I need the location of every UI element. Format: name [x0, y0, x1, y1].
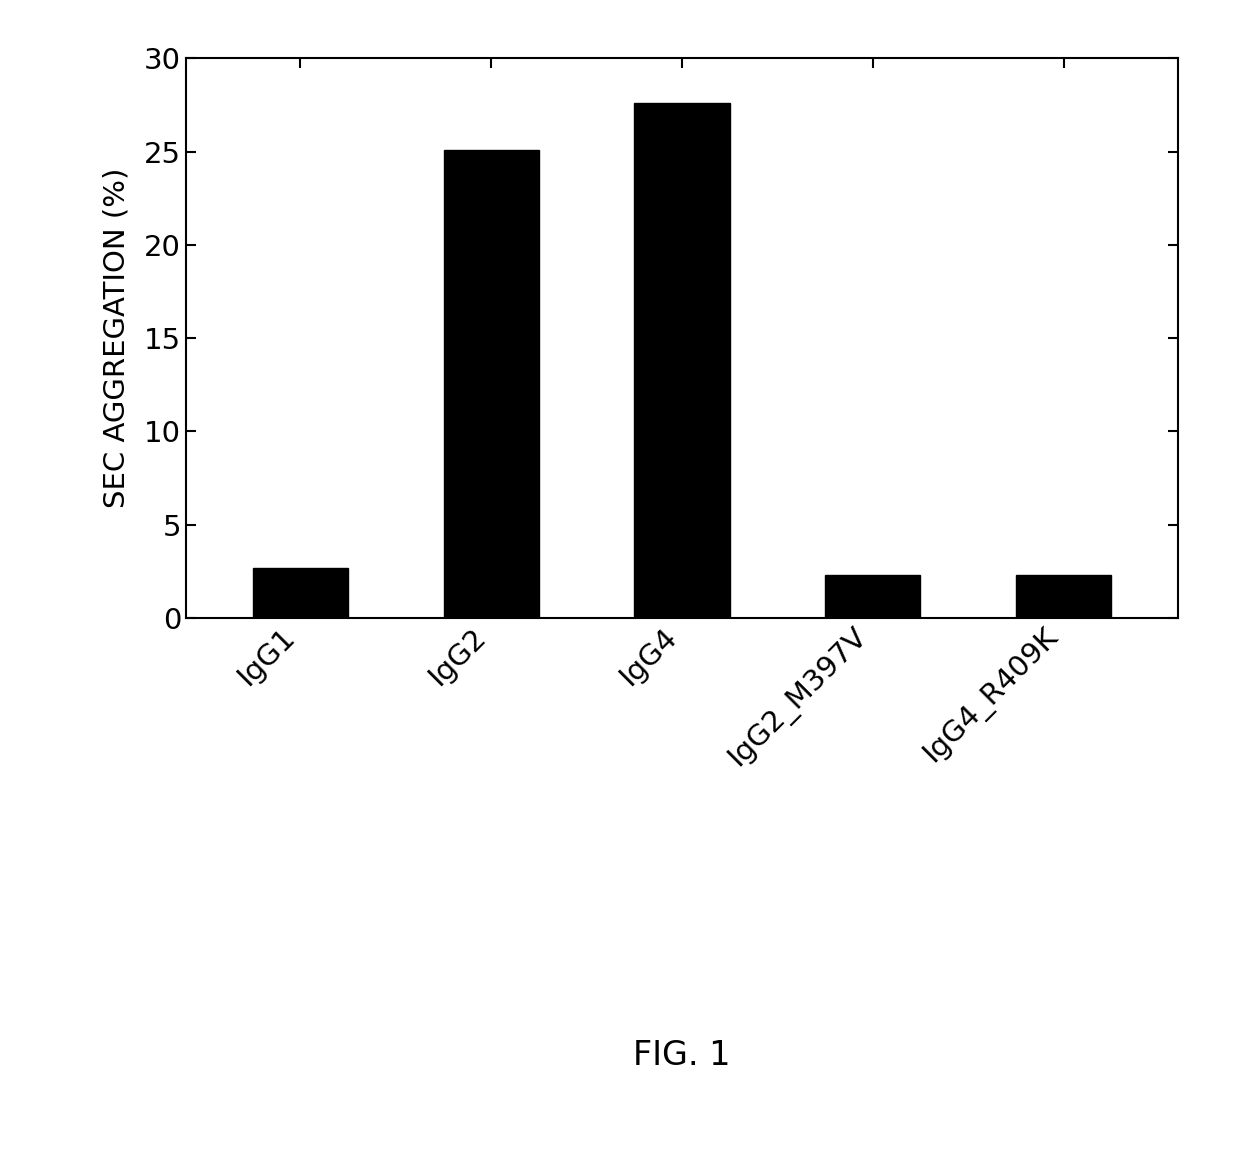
- Bar: [253, 568, 348, 618]
- Y-axis label: SEC AGGREGATION (%): SEC AGGREGATION (%): [102, 168, 130, 508]
- Bar: [1016, 575, 1111, 618]
- Text: FIG. 1: FIG. 1: [634, 1039, 730, 1072]
- Bar: [635, 103, 729, 618]
- Bar: [444, 149, 539, 618]
- Bar: [825, 575, 920, 618]
